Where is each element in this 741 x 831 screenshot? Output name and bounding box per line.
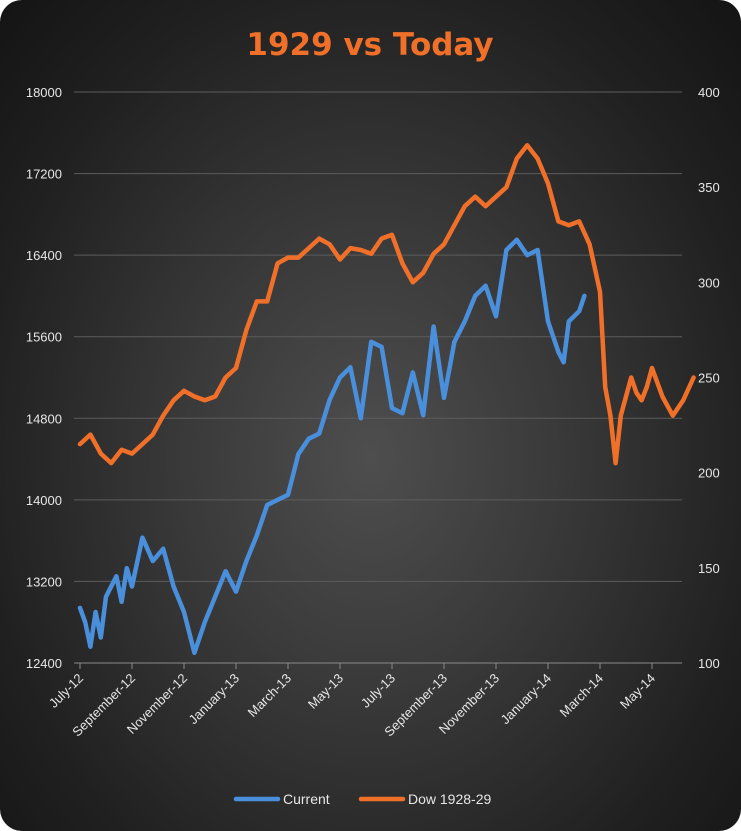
chart-title: 1929 vs Today bbox=[246, 27, 493, 63]
right-tick-label: 250 bbox=[698, 371, 720, 386]
right-tick-label: 400 bbox=[698, 85, 720, 100]
left-tick-label: 14000 bbox=[26, 493, 62, 508]
legend: Current Dow 1928-29 bbox=[233, 791, 491, 807]
x-tick-label: July-12 bbox=[46, 671, 86, 711]
left-tick-label: 12400 bbox=[26, 656, 62, 671]
x-tick-label: March-14 bbox=[557, 671, 606, 720]
left-tick-label: 17200 bbox=[26, 167, 62, 182]
x-tick-label: March-13 bbox=[245, 671, 294, 720]
x-axis: July-12September-12November-12January-13… bbox=[46, 662, 682, 739]
legend-label: Dow 1928-29 bbox=[408, 791, 491, 807]
left-tick-label: 13200 bbox=[26, 574, 62, 589]
legend-label: Current bbox=[283, 791, 330, 807]
right-axis-labels: 100 150 200 250 300 350 400 bbox=[698, 85, 720, 671]
grid-lines bbox=[74, 91, 682, 582]
right-tick-label: 200 bbox=[698, 466, 720, 481]
current-series-line bbox=[77, 237, 587, 656]
left-axis-labels: 12400 13200 14000 14800 15600 16400 17200 18000 bbox=[26, 85, 62, 671]
x-tick-label: January-14 bbox=[498, 671, 555, 728]
right-tick-label: 150 bbox=[698, 561, 720, 576]
x-tick-label: May-14 bbox=[617, 671, 658, 712]
x-tick-label: July-13 bbox=[358, 671, 398, 711]
right-tick-label: 100 bbox=[698, 656, 720, 671]
left-tick-label: 15600 bbox=[26, 330, 62, 345]
x-tick-label: January-13 bbox=[186, 671, 243, 728]
left-tick-label: 14800 bbox=[26, 411, 62, 426]
dow-1928-29-series-line bbox=[77, 143, 696, 466]
right-tick-label: 300 bbox=[698, 275, 720, 290]
right-tick-label: 350 bbox=[698, 180, 720, 195]
x-tick-label: May-13 bbox=[305, 671, 346, 712]
left-tick-label: 18000 bbox=[26, 85, 62, 100]
series-lines bbox=[77, 143, 696, 656]
left-tick-label: 16400 bbox=[26, 248, 62, 263]
